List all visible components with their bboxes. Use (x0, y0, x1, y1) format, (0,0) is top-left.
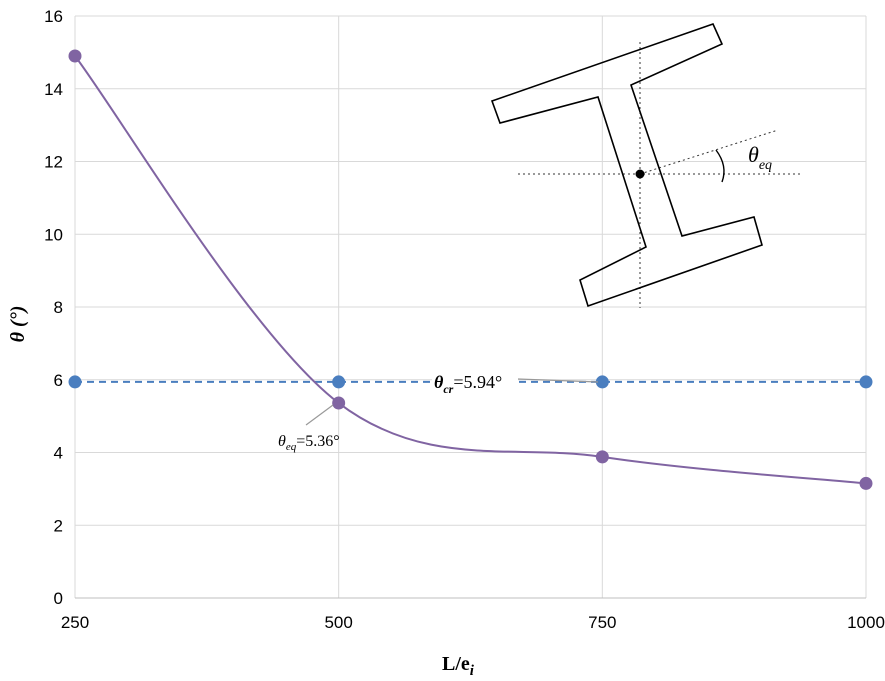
y-axis-ticks: 0 2 4 6 8 10 12 14 16 (44, 7, 63, 608)
x-axis-ticks: 250 500 750 1000 (61, 613, 885, 632)
theta-eq-leader-line (305, 404, 334, 426)
theta-cr-label-background (432, 370, 518, 394)
inset-theta-label: θeq (748, 142, 772, 173)
y-tick-label: 0 (54, 589, 63, 608)
theta-cr-annotation: θcr=5.94° (432, 370, 599, 396)
y-tick-label: 10 (44, 225, 63, 244)
theta-cr-point (859, 375, 873, 389)
theta-cr-label: θcr=5.94° (434, 372, 502, 396)
centroid-point (635, 169, 645, 179)
gridlines (74, 15, 867, 599)
y-tick-label: 2 (54, 516, 63, 535)
y-tick-label: 8 (54, 298, 63, 317)
y-tick-label: 16 (44, 7, 63, 26)
theta-cr-point (332, 375, 346, 389)
theta-eq-curve (74, 55, 867, 485)
y-axis-title: θ (°) (7, 306, 29, 343)
x-tick-label: 750 (588, 613, 616, 632)
theta-eq-point (859, 476, 873, 490)
theta-cr-point (595, 375, 609, 389)
angle-arc (715, 149, 725, 183)
theta-eq-point (595, 450, 609, 464)
y-tick-label: 6 (54, 371, 63, 390)
rotated-axis (639, 129, 779, 175)
x-axis-title: L/ei (442, 653, 475, 679)
i-beam-section (490, 23, 763, 308)
series-theta-eq (68, 49, 873, 490)
theta-eq-point (332, 396, 346, 410)
theta-cr-leader-line (517, 378, 599, 383)
theta-eq-point (68, 49, 82, 63)
theta-eq-label: θeq=5.36° (278, 433, 340, 453)
theta-cr-point (68, 375, 82, 389)
x-tick-label: 1000 (847, 613, 885, 632)
series-theta-cr (68, 375, 873, 389)
y-tick-label: 12 (44, 153, 63, 172)
y-tick-label: 14 (44, 80, 63, 99)
y-tick-label: 4 (54, 444, 63, 463)
x-tick-label: 500 (324, 613, 352, 632)
theta-eq-annotation: θeq=5.36° (278, 404, 340, 453)
i-beam-inset: θeq (490, 23, 800, 308)
x-tick-label: 250 (61, 613, 89, 632)
